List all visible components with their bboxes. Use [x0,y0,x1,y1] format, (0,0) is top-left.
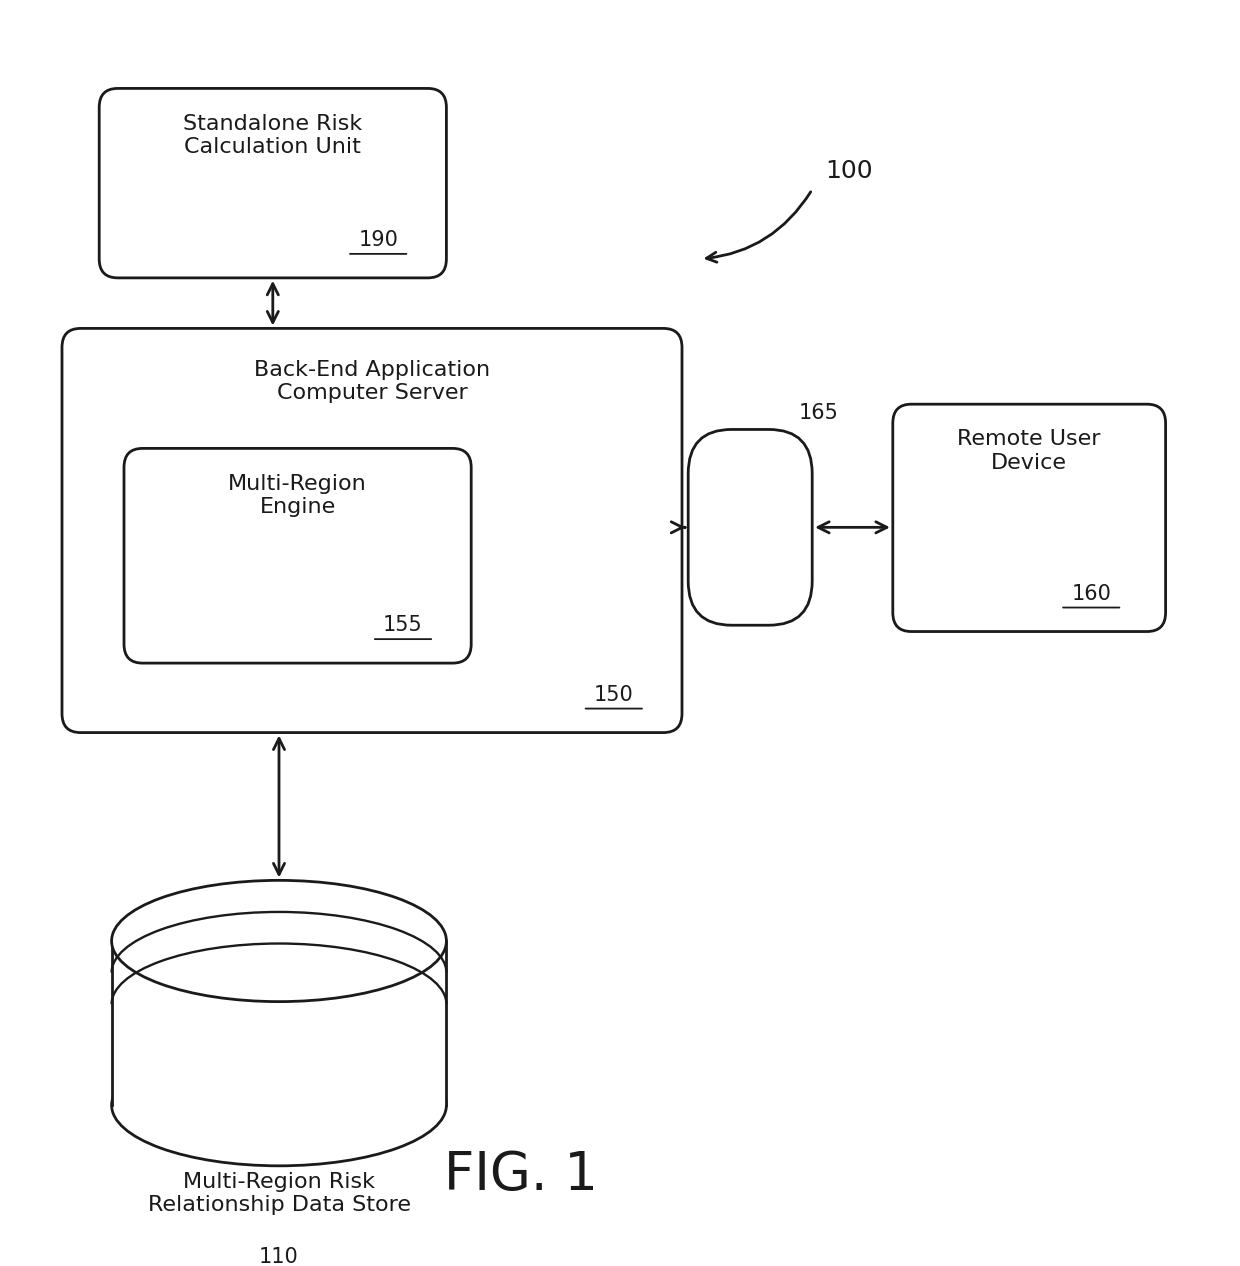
FancyBboxPatch shape [688,429,812,625]
Text: Back-End Application
Computer Server: Back-End Application Computer Server [254,360,490,403]
Text: Standalone Risk
Calculation Unit: Standalone Risk Calculation Unit [184,114,362,157]
Text: 155: 155 [383,615,423,636]
Text: 165: 165 [799,403,838,423]
Text: 100: 100 [826,158,873,182]
Text: Multi-Region
Engine: Multi-Region Engine [228,473,367,517]
Text: Remote User
Device: Remote User Device [957,429,1101,472]
FancyBboxPatch shape [99,89,446,277]
Text: 150: 150 [594,685,634,705]
Text: FIG. 1: FIG. 1 [444,1148,598,1200]
Text: 160: 160 [1071,584,1111,604]
Text: 190: 190 [358,230,398,251]
Ellipse shape [112,1044,446,1166]
Text: 110: 110 [259,1247,299,1266]
Ellipse shape [112,880,446,1001]
FancyBboxPatch shape [62,328,682,733]
Bar [112,941,446,1105]
Text: Multi-Region Risk
Relationship Data Store: Multi-Region Risk Relationship Data Stor… [148,1172,410,1215]
FancyBboxPatch shape [124,448,471,663]
FancyBboxPatch shape [893,404,1166,632]
